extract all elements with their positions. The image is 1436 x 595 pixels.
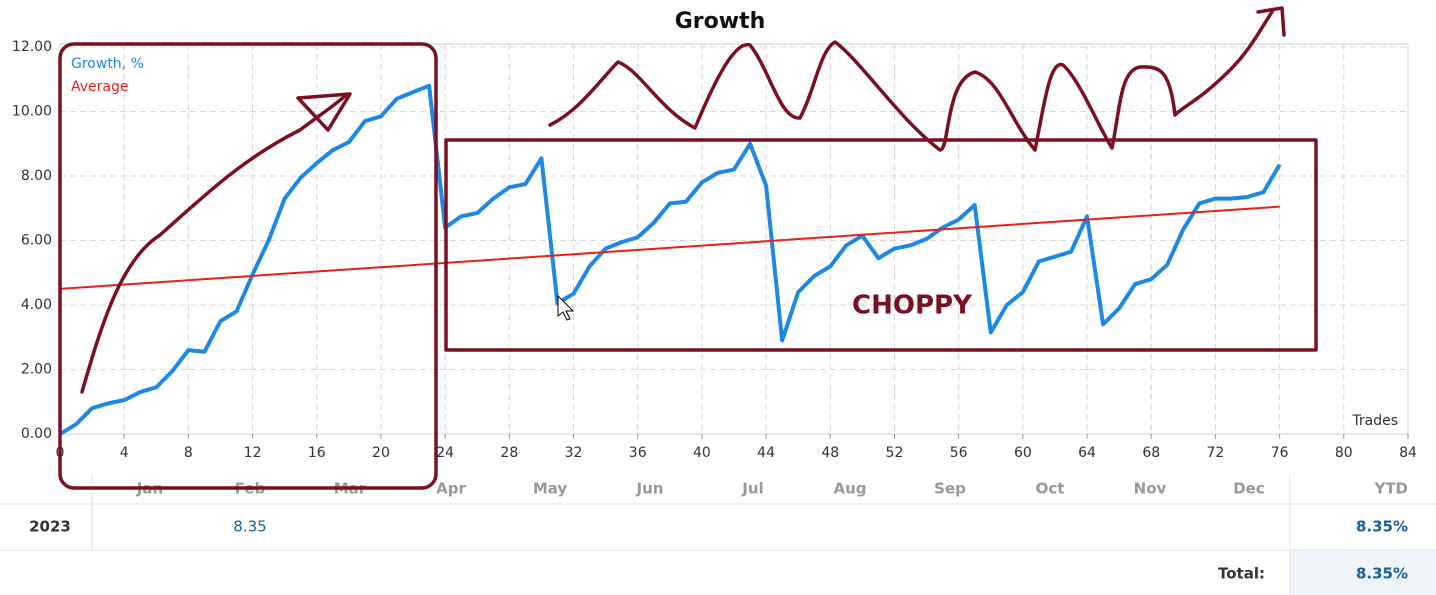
column-header: Apr: [436, 480, 466, 498]
column-header: May: [533, 480, 568, 498]
y-tick-label: 2.00: [21, 362, 52, 378]
series-line: [59, 205, 1280, 290]
x-tick-label: 52: [886, 445, 904, 461]
x-tick-label: 84: [1399, 445, 1417, 461]
y-tick-label: 4.00: [21, 297, 52, 313]
box: [58, 42, 438, 490]
row-label: 2023: [29, 518, 71, 536]
total-value: 8.35%: [1356, 565, 1408, 583]
series-line: [58, 83, 1282, 436]
column-header: Dec: [1233, 480, 1265, 498]
x-tick-label: 16: [308, 445, 326, 461]
arrow: [80, 94, 347, 394]
column-header: Jul: [741, 480, 763, 498]
y-tick-label: 8.00: [21, 168, 52, 184]
plot-frame: [59, 43, 1409, 435]
arrowhead: [1256, 6, 1286, 37]
x-tick-label: 76: [1271, 445, 1289, 461]
hand-drawing: [58, 6, 1318, 490]
scribble: [548, 10, 1274, 152]
x-tick-label: 28: [500, 445, 518, 461]
column-header: Aug: [833, 480, 866, 498]
y-tick-label: 10.00: [12, 104, 52, 120]
annotation: CHOPPY: [852, 291, 973, 321]
column-header: Nov: [1134, 480, 1167, 498]
y-tick-label: 6.00: [21, 233, 52, 249]
x-tick-label: 56: [950, 445, 968, 461]
cell-value: 8.35: [233, 518, 266, 536]
column-header: YTD: [1373, 480, 1408, 498]
ytd-value: 8.35%: [1356, 518, 1408, 536]
column-header: Jun: [636, 480, 664, 498]
y-tick-label: 0.00: [21, 426, 52, 442]
x-tick-label: 32: [565, 445, 583, 461]
cursor: [557, 294, 575, 321]
column-header: Oct: [1036, 480, 1065, 498]
x-tick-label: 72: [1207, 445, 1225, 461]
box: [444, 138, 1318, 352]
x-tick-label: 64: [1078, 445, 1096, 461]
x-tick-label: 4: [120, 445, 129, 461]
x-tick-label: 44: [757, 445, 775, 461]
x-tick-label: 60: [1014, 445, 1032, 461]
total-label: Total:: [1218, 565, 1265, 583]
x-tick-label: 48: [821, 445, 839, 461]
chart-title: Growth: [675, 9, 766, 34]
legend-entry: Average: [71, 79, 129, 95]
arrowhead: [296, 92, 352, 132]
x-tick-label: 8: [184, 445, 193, 461]
y-tick-label: 12.00: [12, 39, 52, 55]
column-header: Sep: [934, 480, 966, 498]
x-tick-label: 40: [693, 445, 711, 461]
x-tick-label: 36: [629, 445, 647, 461]
x-tick-label: 80: [1335, 445, 1353, 461]
x-axis-label: Trades: [1351, 413, 1398, 429]
x-tick-label: 24: [436, 445, 454, 461]
x-tick-label: 12: [244, 445, 262, 461]
legend-entry: Growth, %: [71, 56, 144, 72]
total-bg: [1290, 550, 1436, 595]
x-tick-label: 68: [1142, 445, 1160, 461]
x-tick-label: 20: [372, 445, 390, 461]
